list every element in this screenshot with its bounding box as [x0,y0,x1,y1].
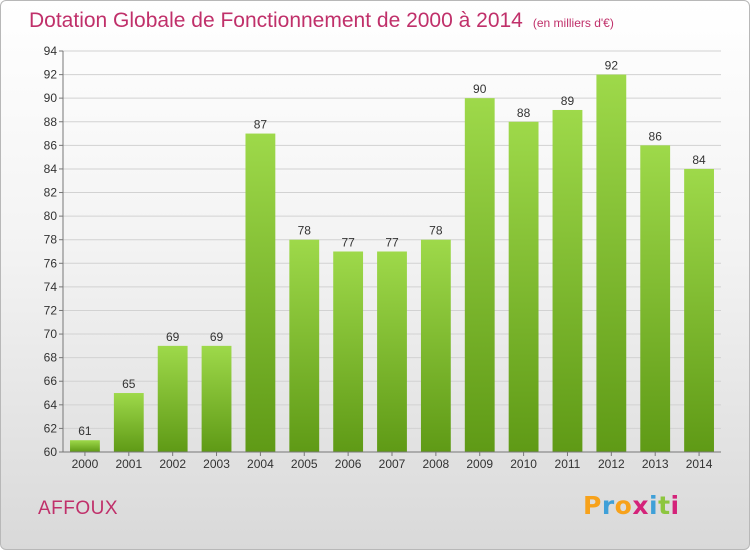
data-label: 69 [166,330,180,344]
bar [684,168,714,453]
bar [552,109,583,453]
x-tick-label: 2014 [686,457,713,471]
proxiti-logo: Proxiti [583,491,680,520]
x-tick-label: 2007 [379,457,406,471]
y-tick-label: 72 [44,303,58,317]
x-tick-label: 2009 [466,457,493,471]
data-label: 92 [605,59,619,73]
data-label: 78 [298,224,312,238]
chart-title-text: Dotation Globale de Fonctionnement de 20… [29,9,523,32]
x-tick-label: 2010 [510,457,537,471]
y-tick-label: 62 [44,421,58,435]
x-tick-label: 2002 [159,457,186,471]
x-tick-label: 2003 [203,457,230,471]
data-label: 84 [692,153,706,167]
data-label: 87 [254,118,268,132]
y-tick-label: 60 [44,445,58,459]
data-label: 89 [561,94,575,108]
logo-letter: o [614,491,633,520]
chart-title: Dotation Globale de Fonctionnement de 20… [29,9,614,33]
y-tick-label: 94 [44,44,58,58]
x-tick-label: 2004 [247,457,274,471]
y-tick-label: 70 [44,327,58,341]
data-label: 77 [341,236,355,250]
y-axis-ticks: 60 62 64 66 68 70 72 74 76 78 80 82 84 86 88 90 92 94 [44,44,63,459]
y-tick-label: 66 [44,374,58,388]
bar [70,440,100,452]
x-axis-ticks: 2000 2001 2002 2003 2004 2005 2006 2007 2008 2009… [72,452,713,471]
bar [640,145,671,452]
y-tick-label: 76 [44,256,58,270]
logo-letter: i [649,491,659,520]
chart-unit: (en milliers d'€) [532,16,614,30]
y-tick-label: 88 [44,115,58,129]
x-tick-label: 2001 [115,457,142,471]
bar [157,345,188,452]
data-label: 77 [385,236,399,250]
y-tick-label: 86 [44,138,58,152]
bar [245,133,276,452]
data-label: 69 [210,330,224,344]
data-label: 65 [122,377,136,391]
logo-letter: r [601,491,615,520]
x-tick-label: 2011 [555,457,581,471]
y-tick-label: 68 [44,351,58,365]
data-label: 90 [473,82,487,96]
bar [113,393,144,452]
data-labels: 61 65 69 69 87 78 77 77 78 90 88 89 92 86 84 [78,59,706,439]
y-tick-label: 74 [44,280,58,294]
x-tick-label: 2008 [423,457,450,471]
x-tick-label: 2012 [598,457,625,471]
y-tick-label: 78 [44,233,58,247]
x-tick-label: 2005 [291,457,318,471]
y-tick-label: 90 [44,91,58,105]
y-tick-label: 92 [44,68,58,82]
bar [596,74,627,453]
data-label: 88 [517,106,531,120]
bar [377,251,407,452]
y-tick-label: 82 [44,186,58,200]
bars [70,74,714,453]
data-label: 86 [649,129,663,143]
data-label: 78 [429,224,443,238]
bar [201,345,232,452]
logo-letter: i [670,491,680,520]
logo-letter: x [632,491,649,520]
y-tick-label: 80 [44,209,58,223]
bar [420,239,451,452]
y-tick-label: 64 [44,398,58,412]
y-tick-label: 84 [44,162,58,176]
logo-letter: t [658,491,671,520]
x-tick-label: 2013 [642,457,669,471]
data-label: 61 [78,424,92,438]
bar [508,121,539,452]
logo-letter: P [583,491,602,520]
x-tick-label: 2000 [72,457,99,471]
bar [464,98,495,453]
bar [289,239,320,452]
x-tick-label: 2006 [335,457,362,471]
bar [333,251,364,452]
commune-name: AFFOUX [38,498,119,519]
